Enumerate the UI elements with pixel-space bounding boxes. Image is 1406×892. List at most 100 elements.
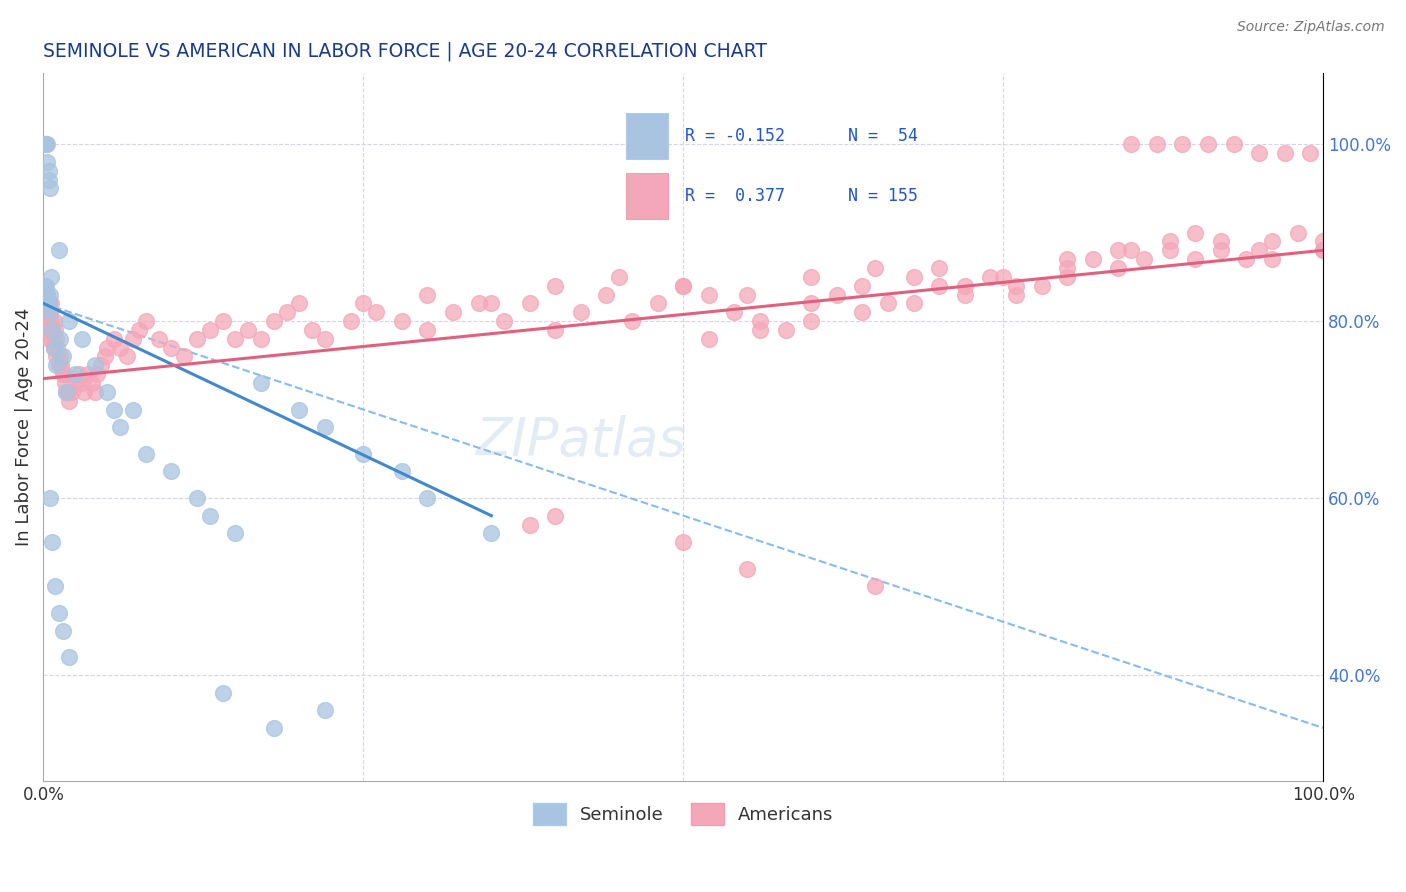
Point xyxy=(38,305,60,319)
Point xyxy=(1197,137,1219,152)
Point xyxy=(238,323,260,337)
Point xyxy=(1249,244,1271,258)
Point xyxy=(1184,226,1206,240)
Point xyxy=(122,332,145,346)
Point xyxy=(52,367,75,381)
Point xyxy=(1056,252,1078,267)
Point xyxy=(108,420,131,434)
Point xyxy=(38,323,60,337)
Point xyxy=(60,384,83,399)
Point xyxy=(35,278,58,293)
Point xyxy=(672,278,695,293)
Point xyxy=(83,384,105,399)
Point xyxy=(160,465,183,479)
Point xyxy=(173,350,195,364)
Point xyxy=(479,526,502,541)
Point xyxy=(1121,244,1143,258)
Point xyxy=(35,305,58,319)
Point xyxy=(34,278,56,293)
Point xyxy=(416,491,439,505)
Point xyxy=(211,685,233,699)
Point xyxy=(352,296,374,310)
Point xyxy=(467,296,489,310)
Point xyxy=(697,332,720,346)
Point xyxy=(263,721,285,735)
Point xyxy=(65,376,87,390)
Point xyxy=(250,376,273,390)
Point xyxy=(697,287,720,301)
Point xyxy=(1184,252,1206,267)
Point xyxy=(1209,244,1232,258)
Point xyxy=(1249,146,1271,161)
Point xyxy=(58,650,80,665)
Point xyxy=(41,535,63,549)
Point xyxy=(103,402,125,417)
Point xyxy=(953,278,976,293)
Point xyxy=(775,323,797,337)
Point xyxy=(544,508,567,523)
Point xyxy=(288,402,311,417)
Point xyxy=(903,269,925,284)
Point xyxy=(1261,235,1284,249)
Point xyxy=(1107,244,1129,258)
Point xyxy=(1274,146,1296,161)
Point xyxy=(70,376,93,390)
Point xyxy=(1107,260,1129,275)
Point xyxy=(56,384,79,399)
Point xyxy=(38,287,60,301)
Point xyxy=(953,287,976,301)
Point xyxy=(96,384,118,399)
Point xyxy=(800,314,823,328)
Point xyxy=(544,323,567,337)
Point xyxy=(83,359,105,373)
Point xyxy=(723,305,745,319)
Point xyxy=(1171,137,1194,152)
Point xyxy=(1005,287,1028,301)
Point xyxy=(115,350,138,364)
Point xyxy=(90,359,112,373)
Point xyxy=(1261,252,1284,267)
Text: SEMINOLE VS AMERICAN IN LABOR FORCE | AGE 20-24 CORRELATION CHART: SEMINOLE VS AMERICAN IN LABOR FORCE | AG… xyxy=(44,42,768,62)
Point xyxy=(800,296,823,310)
Point xyxy=(41,332,63,346)
Point xyxy=(48,244,70,258)
Point xyxy=(38,172,60,186)
Point xyxy=(276,305,298,319)
Point xyxy=(366,305,388,319)
Point xyxy=(55,384,77,399)
Point xyxy=(52,624,75,638)
Point xyxy=(48,359,70,373)
Point xyxy=(186,491,208,505)
Point xyxy=(749,314,772,328)
Point xyxy=(621,314,644,328)
Point xyxy=(1299,146,1322,161)
Point xyxy=(519,296,541,310)
Point xyxy=(38,332,60,346)
Point xyxy=(70,332,93,346)
Point xyxy=(122,402,145,417)
Point xyxy=(38,181,60,195)
Point xyxy=(569,305,592,319)
Point xyxy=(51,359,73,373)
Point xyxy=(103,332,125,346)
Point xyxy=(352,447,374,461)
Point xyxy=(39,296,62,310)
Point xyxy=(1312,244,1334,258)
Point xyxy=(928,278,950,293)
Point xyxy=(479,296,502,310)
Point xyxy=(735,562,758,576)
Legend: Seminole, Americans: Seminole, Americans xyxy=(533,803,834,825)
Point xyxy=(45,350,67,364)
Point xyxy=(735,287,758,301)
Point xyxy=(38,163,60,178)
Point xyxy=(391,314,413,328)
Point xyxy=(672,278,695,293)
Point xyxy=(67,367,90,381)
Point xyxy=(48,606,70,620)
Point xyxy=(1146,137,1168,152)
Point xyxy=(198,323,221,337)
Point xyxy=(38,296,60,310)
Point xyxy=(73,384,96,399)
Point xyxy=(647,296,669,310)
Point xyxy=(1081,252,1104,267)
